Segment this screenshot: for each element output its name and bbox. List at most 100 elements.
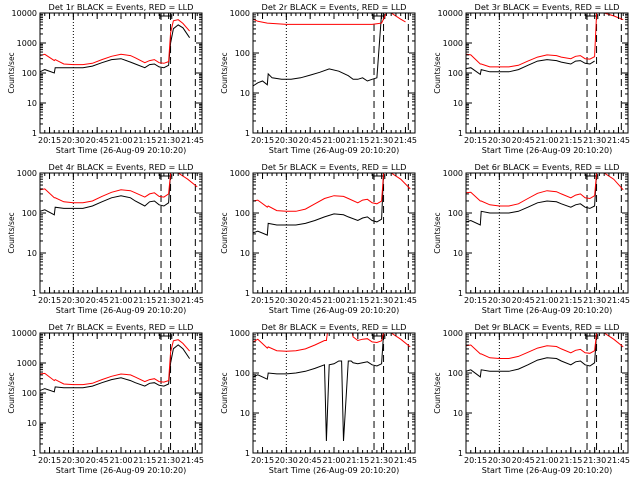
x-axis-label: Start Time (26-Aug-09 20:10:20) [269, 466, 400, 475]
x-tick-label: 21:45 [181, 136, 204, 145]
x-tick-label: 21:00 [322, 136, 345, 145]
y-tick-label: 100 [22, 69, 37, 78]
series-lld-line [253, 173, 411, 212]
plot-frame [39, 12, 203, 134]
series-lld-line [466, 13, 624, 68]
plot-frame [465, 332, 629, 454]
x-tick-label: 21:45 [394, 136, 417, 145]
series-lld-line [466, 173, 624, 207]
y-tick-label: 10000 [438, 9, 463, 18]
series-events-line [40, 24, 191, 74]
series-lld-line [253, 333, 411, 352]
x-tick-label: 20:45 [512, 456, 535, 465]
x-tick-label: 21:30 [370, 456, 393, 465]
panel-title: Det 8r BLACK = Events, RED = LLD [262, 322, 407, 332]
y-tick-label: 1000 [230, 169, 250, 178]
y-tick-label: 100 [22, 389, 37, 398]
x-tick-label: 21:00 [535, 136, 558, 145]
y-tick-label: 1000 [443, 39, 463, 48]
y-tick-label: 100 [448, 369, 463, 378]
y-tick-label: 1 [32, 449, 37, 458]
x-tick-label: 20:15 [38, 136, 61, 145]
x-tick-label: 21:45 [607, 136, 630, 145]
panel-det-3: Det 3r BLACK = Events, RED = LLD 1 10 100 10… [433, 2, 630, 155]
y-tick-label: 10 [453, 99, 463, 108]
x-tick-label: 20:30 [275, 136, 298, 145]
x-axis-label: Start Time (26-Aug-09 20:10:20) [56, 306, 187, 315]
y-axis-label: Counts/sec [220, 372, 229, 413]
x-tick-label: 21:00 [535, 296, 558, 305]
y-axis-label: Counts/sec [433, 212, 442, 253]
x-tick-label: 20:45 [512, 136, 535, 145]
x-tick-label: 20:30 [62, 456, 85, 465]
x-tick-label: 21:15 [559, 296, 582, 305]
y-tick-label: 1000 [17, 169, 37, 178]
y-tick-label: 1 [32, 289, 37, 298]
y-tick-label: 10 [27, 419, 37, 428]
x-tick-label: 21:15 [133, 296, 156, 305]
x-tick-label: 21:45 [394, 296, 417, 305]
y-tick-label: 100 [235, 209, 250, 218]
y-tick-label: 10 [240, 89, 250, 98]
x-tick-label: 21:30 [157, 296, 180, 305]
y-tick-label: 1 [458, 449, 463, 458]
panel-det-4: Det 4r BLACK = Events, RED = LLD 1 10 100 10… [7, 162, 204, 315]
x-tick-label: 20:15 [251, 136, 274, 145]
y-tick-label: 100 [235, 369, 250, 378]
panel-title: Det 3r BLACK = Events, RED = LLD [475, 2, 620, 12]
x-tick-label: 21:45 [394, 456, 417, 465]
x-axis-label: Start Time (26-Aug-09 20:10:20) [56, 466, 187, 475]
x-tick-label: 21:00 [322, 456, 345, 465]
x-tick-label: 21:30 [583, 136, 606, 145]
series-events-line [253, 173, 385, 236]
x-tick-label: 20:45 [86, 296, 109, 305]
y-tick-label: 10 [27, 249, 37, 258]
x-tick-label: 20:30 [488, 296, 511, 305]
x-tick-label: 21:15 [346, 456, 369, 465]
x-tick-label: 20:45 [299, 296, 322, 305]
x-tick-label: 21:15 [133, 456, 156, 465]
x-tick-label: 20:15 [464, 456, 487, 465]
y-tick-label: 10 [453, 249, 463, 258]
y-tick-label: 10 [240, 249, 250, 258]
x-tick-label: 20:15 [251, 456, 274, 465]
y-tick-label: 1000 [443, 329, 463, 338]
y-axis-label: Counts/sec [220, 212, 229, 253]
x-tick-label: 20:15 [38, 456, 61, 465]
x-tick-label: 21:00 [109, 296, 132, 305]
x-tick-label: 21:45 [607, 456, 630, 465]
x-tick-label: 21:30 [583, 296, 606, 305]
panel-det-8: Det 8r BLACK = Events, RED = LLD 1 10 100 10… [220, 322, 417, 475]
y-tick-label: 1 [32, 129, 37, 138]
y-tick-label: 100 [448, 209, 463, 218]
x-tick-label: 21:45 [181, 456, 204, 465]
series-events-line [40, 173, 172, 216]
x-tick-label: 21:30 [370, 296, 393, 305]
x-axis-label: Start Time (26-Aug-09 20:10:20) [482, 306, 613, 315]
y-tick-label: 1000 [230, 9, 250, 18]
y-tick-label: 100 [235, 49, 250, 58]
x-tick-label: 20:45 [512, 296, 535, 305]
x-tick-label: 20:30 [275, 456, 298, 465]
x-tick-label: 21:30 [370, 136, 393, 145]
y-tick-label: 1 [458, 289, 463, 298]
panel-title: Det 1r BLACK = Events, RED = LLD [49, 2, 194, 12]
y-tick-label: 1 [245, 129, 250, 138]
panel-title: Det 7r BLACK = Events, RED = LLD [49, 322, 194, 332]
x-tick-label: 20:30 [62, 136, 85, 145]
series-lld-line [40, 19, 190, 66]
series-lld-line [253, 13, 406, 25]
panel-det-7: Det 7r BLACK = Events, RED = LLD 1 10 100 10… [7, 322, 204, 475]
x-tick-label: 21:30 [157, 136, 180, 145]
y-axis-label: Counts/sec [433, 52, 442, 93]
x-axis-label: Start Time (26-Aug-09 20:10:20) [482, 466, 613, 475]
x-tick-label: 21:00 [535, 456, 558, 465]
y-axis-label: Counts/sec [7, 212, 16, 253]
x-tick-label: 20:15 [38, 296, 61, 305]
panel-det-9: Det 9r BLACK = Events, RED = LLD 1 10 100 10… [433, 322, 630, 475]
panel-title: Det 5r BLACK = Events, RED = LLD [262, 162, 407, 172]
y-tick-label: 100 [22, 209, 37, 218]
y-tick-label: 1000 [17, 359, 37, 368]
y-tick-label: 1 [245, 449, 250, 458]
